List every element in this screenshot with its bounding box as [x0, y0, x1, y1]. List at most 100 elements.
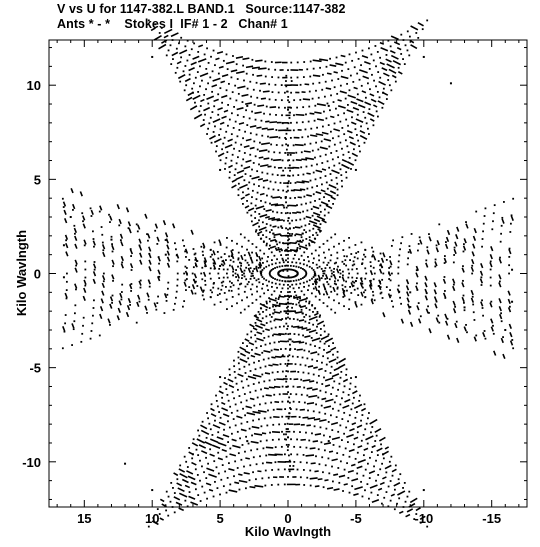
uv-point: [303, 259, 305, 262]
uv-track-segment: [90, 209, 94, 215]
uv-point: [308, 223, 311, 225]
uv-point: [256, 148, 259, 151]
uv-point: [289, 408, 292, 411]
uv-track-segment: [261, 127, 268, 130]
uv-point: [212, 49, 215, 52]
uv-point: [209, 277, 212, 280]
uv-point: [290, 91, 293, 94]
uv-point: [350, 168, 352, 170]
uv-point: [367, 127, 369, 130]
uv-track-segment: [236, 415, 243, 419]
uv-point: [342, 453, 345, 456]
uv-point: [308, 229, 311, 232]
uv-track-segment: [199, 72, 209, 78]
uv-point: [251, 58, 254, 61]
uv-point: [238, 129, 241, 131]
uv-track-segment: [500, 337, 504, 344]
uv-point: [194, 258, 197, 261]
uv-track-segment: [192, 94, 201, 100]
uv-point: [345, 373, 348, 376]
uv-point: [318, 346, 321, 349]
uv-point: [438, 223, 441, 226]
uv-point: [206, 412, 208, 414]
uv-track-segment: [251, 175, 260, 180]
uv-point: [262, 261, 264, 264]
uv-point: [398, 290, 401, 293]
uv-point: [254, 230, 257, 233]
uv-point: [454, 305, 457, 308]
uv-point: [289, 378, 292, 380]
uv-point: [216, 405, 219, 408]
uv-point: [284, 280, 287, 283]
uv-track-segment: [382, 312, 386, 318]
uv-track-segment: [306, 328, 311, 332]
uv-point: [288, 354, 291, 357]
uv-track-segment: [376, 447, 383, 452]
uv-track-segment: [456, 226, 460, 232]
uv-track-segment: [312, 224, 321, 229]
uv-point: [135, 321, 138, 324]
uv-point: [302, 232, 304, 235]
uv-track-segment: [267, 165, 272, 168]
uv-point: [293, 295, 295, 298]
uv-point: [204, 261, 207, 264]
uv-point: [288, 291, 291, 293]
uv-track-segment: [99, 306, 104, 312]
uv-point: [297, 301, 300, 304]
uv-point: [306, 476, 309, 479]
uv-point: [194, 101, 196, 104]
uv-point: [275, 247, 277, 250]
uv-point: [278, 340, 280, 343]
uv-point: [112, 265, 114, 268]
uv-point: [339, 276, 341, 278]
uv-point: [400, 53, 403, 55]
uv-point: [331, 158, 334, 161]
uv-point: [387, 485, 390, 488]
uv-point: [259, 366, 262, 369]
uv-point: [338, 481, 341, 484]
uv-point: [245, 266, 248, 269]
uv-point: [286, 327, 289, 330]
uv-point: [372, 278, 375, 281]
uv-point: [356, 451, 359, 454]
uv-track-segment: [178, 507, 185, 512]
uv-point: [284, 167, 287, 169]
uv-track-segment: [371, 444, 376, 449]
uv-point: [301, 268, 304, 270]
uv-track-segment: [258, 156, 264, 159]
uv-point: [270, 484, 273, 486]
uv-point: [345, 426, 348, 429]
uv-point: [265, 322, 268, 324]
uv-point: [310, 336, 313, 339]
uv-point: [243, 152, 246, 154]
uv-point: [409, 306, 412, 308]
uv-track-segment: [325, 398, 334, 403]
uv-point: [188, 73, 191, 76]
uv-point: [336, 286, 339, 289]
uv-point: [314, 249, 317, 252]
uv-point: [254, 314, 257, 317]
uv-point: [222, 142, 225, 145]
uv-point: [359, 394, 361, 397]
uv-track-segment: [369, 270, 374, 276]
uv-point: [286, 90, 289, 93]
uv-track-segment: [179, 472, 188, 479]
uv-point: [347, 268, 350, 271]
uv-point: [323, 95, 326, 98]
uv-point: [192, 266, 195, 269]
uv-point: [335, 416, 338, 418]
uv-point: [138, 244, 141, 247]
uv-point: [82, 220, 84, 223]
uv-point: [388, 272, 390, 275]
uv-point: [261, 477, 264, 480]
uv-track-segment: [452, 278, 456, 284]
uv-point: [225, 455, 228, 458]
uv-track-segment: [357, 458, 366, 464]
uv-point: [274, 98, 277, 101]
uv-point: [210, 55, 212, 58]
uv-point: [287, 362, 289, 365]
uv-track-segment: [435, 247, 439, 253]
uv-track-segment: [316, 118, 324, 122]
uv-point: [243, 269, 246, 272]
uv-point: [332, 274, 335, 276]
